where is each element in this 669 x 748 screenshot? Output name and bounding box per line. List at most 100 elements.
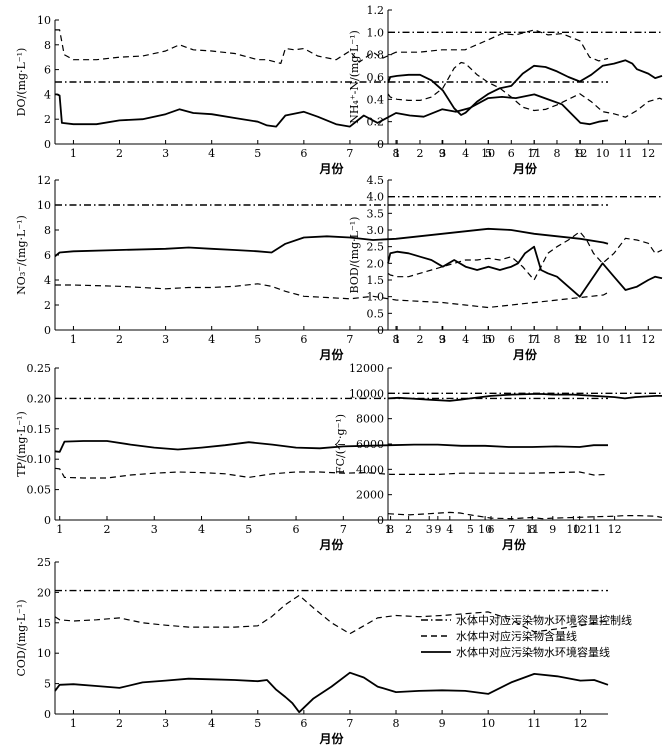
y-tick-label: 1.2 <box>367 4 385 17</box>
legend-label-control: 水体中对应污染物水环境容量控制线 <box>456 613 632 627</box>
y-axis-label: NH₄⁺-N/(mg·L⁻¹) <box>348 30 361 124</box>
x-tick-label: 3 <box>426 523 433 536</box>
x-tick-label: 11 <box>525 523 539 536</box>
x-tick-label: 6 <box>293 523 300 536</box>
legend-label-capacity: 水体中对应污染物水环境容量线 <box>456 645 610 659</box>
y-axis-label: COD/(mg·L⁻¹) <box>15 599 28 676</box>
y-tick-label: 0 <box>377 138 384 151</box>
x-tick-label: 8 <box>393 717 400 730</box>
series-content-line <box>387 61 663 118</box>
x-tick-label: 9 <box>434 523 441 536</box>
x-tick-label: 12 <box>573 333 587 346</box>
x-tick-label: 6 <box>300 717 307 730</box>
y-tick-label: 0.10 <box>27 453 52 466</box>
chart-tp: 00.050.100.150.200.251 2 3 4 5 6 7 8 9 10 11 12月份TP… <box>15 362 609 552</box>
x-tick-label: 12 <box>573 523 587 536</box>
x-tick-label: 10 <box>566 523 580 536</box>
y-axis-label: NO₃⁻/(mg·L⁻¹) <box>15 215 28 295</box>
y-tick-label: 0.4 <box>367 93 385 106</box>
x-axis-label: 月份 <box>318 161 344 176</box>
x-tick-label: 3 <box>162 717 169 730</box>
x-tick-label: 12 <box>608 523 622 536</box>
x-tick-label: 3 <box>439 333 446 346</box>
x-tick-label: 4 <box>208 333 215 346</box>
x-tick-label: 10 <box>596 147 610 160</box>
y-tick-label: 4.5 <box>367 174 385 187</box>
y-tick-label: 25 <box>37 556 51 569</box>
y-axis-label: BOD/(mg·L⁻¹) <box>348 217 361 294</box>
x-tick-label: 9 <box>549 523 556 536</box>
x-tick-label: 2 <box>103 523 110 536</box>
y-tick-label: 4 <box>44 274 51 287</box>
y-tick-label: 2.0 <box>367 257 385 270</box>
y-tick-label: 0.20 <box>27 392 52 405</box>
x-tick-label: 6 <box>508 333 515 346</box>
x-tick-label: 1 <box>394 147 401 160</box>
y-tick-label: 0.2 <box>367 116 385 129</box>
y-tick-label: 10 <box>37 647 51 660</box>
series-capacity-line <box>54 671 609 714</box>
series-capacity-line <box>54 440 608 453</box>
x-tick-label: 8 <box>387 523 394 536</box>
y-tick-label: 0.5 <box>367 307 385 320</box>
x-tick-label: 7 <box>531 333 538 346</box>
y-tick-label: 12000 <box>349 362 384 375</box>
x-tick-label: 5 <box>254 717 261 730</box>
y-tick-label: 0 <box>44 514 51 527</box>
x-tick-label: 1 <box>70 333 77 346</box>
x-tick-label: 8 <box>529 523 536 536</box>
y-tick-label: 1.5 <box>367 274 385 287</box>
y-axis-label: FC/(个·g⁻¹) <box>334 414 347 474</box>
x-tick-label: 8 <box>393 147 400 160</box>
y-tick-label: 8000 <box>356 413 384 426</box>
x-tick-label: 2 <box>116 147 123 160</box>
y-tick-label: 5 <box>44 678 51 691</box>
chart-nh4: 00.20.40.60.81.01.21 2 3 4 5 6 7 8 9 10 11 12月份NH₄⁺… <box>348 4 663 176</box>
y-tick-label: 0 <box>44 324 51 337</box>
y-tick-label: 10 <box>37 199 51 212</box>
y-tick-label: 0.05 <box>27 484 52 497</box>
x-tick-label: 4 <box>462 147 469 160</box>
x-tick-label: 4 <box>208 717 215 730</box>
x-tick-label: 11 <box>527 147 541 160</box>
x-tick-label: 1 <box>70 717 77 730</box>
x-tick-label: 6 <box>300 333 307 346</box>
x-axis-label: 月份 <box>501 537 527 552</box>
y-tick-label: 0 <box>44 138 51 151</box>
x-tick-label: 11 <box>587 523 601 536</box>
x-tick-label: 4 <box>198 523 205 536</box>
series-capacity-line <box>54 227 609 257</box>
y-tick-label: 0.6 <box>367 71 385 84</box>
x-tick-label: 7 <box>340 523 347 536</box>
y-axis-label: DO/(mg·L⁻¹) <box>15 48 28 117</box>
series-content-line <box>387 511 663 520</box>
x-tick-label: 12 <box>573 147 587 160</box>
series-capacity-line <box>387 59 663 116</box>
y-tick-label: 12 <box>37 174 51 187</box>
x-tick-label: 9 <box>439 333 446 346</box>
x-tick-label: 12 <box>573 717 587 730</box>
x-tick-label: 2 <box>416 147 423 160</box>
x-axis-label: 月份 <box>318 731 344 746</box>
y-tick-label: 0.8 <box>367 49 385 62</box>
y-tick-label: 4000 <box>356 463 384 476</box>
y-tick-label: 0.15 <box>27 423 52 436</box>
x-tick-label: 10 <box>481 147 495 160</box>
x-tick-label: 10 <box>481 717 495 730</box>
series-content-line <box>54 467 609 479</box>
y-tick-label: 10000 <box>349 387 384 400</box>
x-tick-label: 5 <box>254 333 261 346</box>
x-tick-label: 1 <box>394 333 401 346</box>
x-tick-label: 7 <box>346 147 353 160</box>
series-capacity-line <box>55 93 609 128</box>
x-tick-label: 9 <box>576 333 583 346</box>
x-axis-label: 月份 <box>318 347 344 362</box>
x-tick-label: 7 <box>508 523 515 536</box>
x-tick-label: 12 <box>641 147 655 160</box>
y-tick-label: 1.0 <box>367 26 385 39</box>
x-tick-label: 4 <box>208 147 215 160</box>
